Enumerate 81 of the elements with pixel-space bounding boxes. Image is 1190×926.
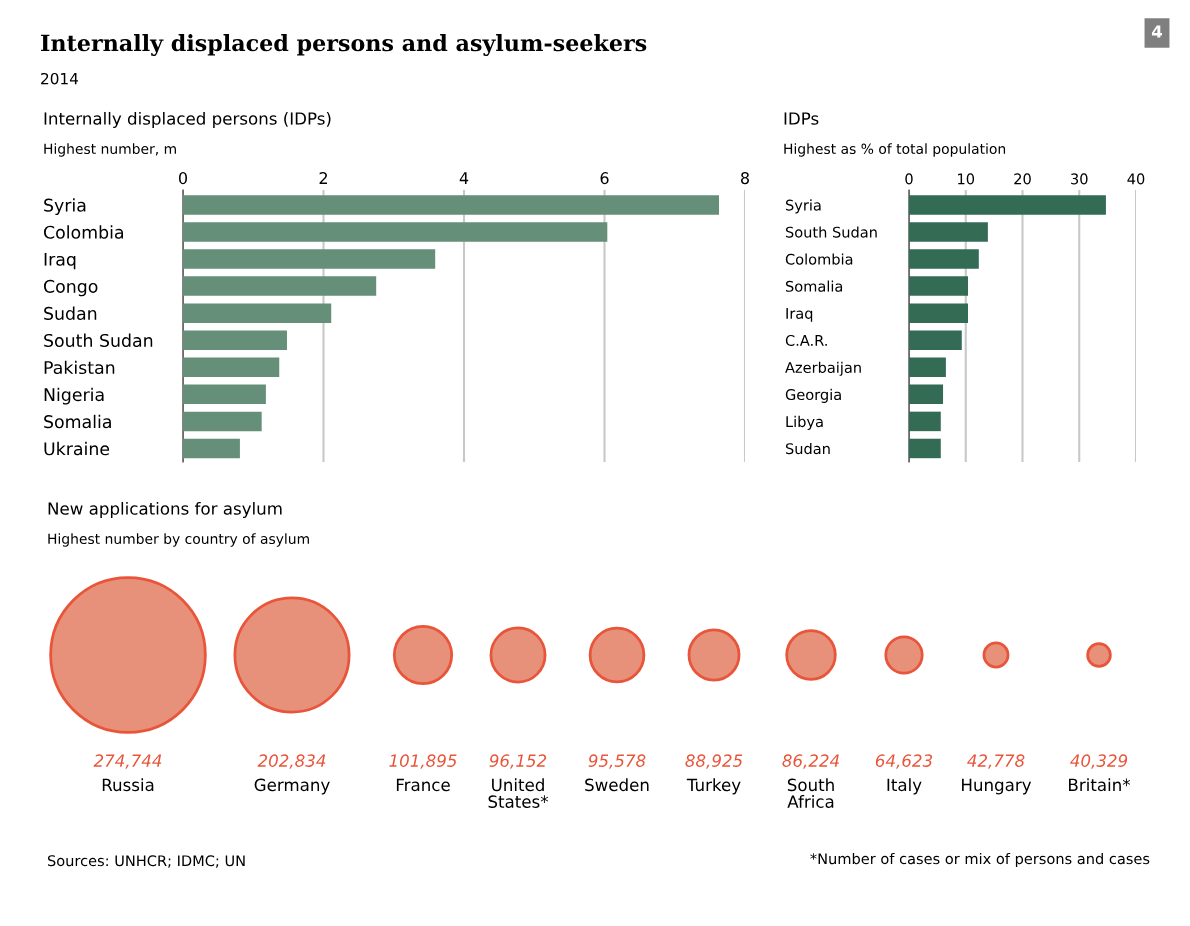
data-label: 64,623 <box>875 754 933 769</box>
y-tick-label: South Sudan <box>785 226 877 238</box>
bar <box>909 357 946 378</box>
category-label: Hungary <box>962 778 1032 795</box>
y-tick-label: Congo <box>43 279 98 297</box>
bar <box>183 357 280 378</box>
bar <box>909 303 969 323</box>
bar <box>183 195 720 215</box>
x-tick-label: 30 <box>1071 173 1088 185</box>
y-tick-label: Ukraine <box>44 441 110 456</box>
x-tick-label: 10 <box>958 173 975 185</box>
x-tick-label: 40 <box>1127 173 1145 185</box>
category-label: France <box>396 778 450 792</box>
y-tick-label: Georgia <box>785 388 841 403</box>
x-tick-label: 8 <box>741 172 749 185</box>
data-label: 274,744 <box>93 754 162 769</box>
bar <box>183 222 608 242</box>
x-tick-label: 20 <box>1014 173 1031 185</box>
bar <box>183 276 377 296</box>
text: 2014 <box>41 72 79 85</box>
y-tick-label: South Sudan <box>44 333 153 348</box>
data-label: 40,329 <box>1070 754 1128 769</box>
text: 4 <box>1151 25 1163 38</box>
text: *Number of cases or mix of persons and cases <box>810 852 1150 868</box>
chart-subtitle: Highest as % of total population <box>784 143 1006 157</box>
category-label: United States* <box>488 778 549 808</box>
bar <box>909 276 969 296</box>
data-label: 95,578 <box>588 754 646 769</box>
bar <box>183 438 240 459</box>
data-label: 88,925 <box>685 754 743 769</box>
y-tick-label: Nigeria <box>44 387 104 405</box>
y-tick-label: Colombia <box>785 253 853 265</box>
y-tick-label: Sudan <box>44 306 97 320</box>
y-tick-label: C.A.R. <box>785 334 827 346</box>
bar <box>909 222 988 242</box>
y-tick-label: Syria <box>785 199 821 214</box>
bar <box>909 438 941 459</box>
text: New applications for asylum <box>48 501 282 519</box>
y-tick-label: Pakistan <box>44 360 115 375</box>
y-tick-label: Colombia <box>43 225 124 239</box>
x-tick-label: 4 <box>459 172 469 184</box>
category-label: Russia <box>102 778 154 792</box>
chart-subtitle: Highest number, m <box>44 143 176 157</box>
text: Highest number by country of asylum <box>48 533 309 547</box>
y-tick-label: Iraq <box>44 252 76 270</box>
y-tick-label: Somalia <box>44 414 111 429</box>
data-label: 202,834 <box>257 754 326 769</box>
category-label: Britain* <box>1069 778 1131 792</box>
y-tick-label: Iraq <box>786 308 813 322</box>
source-note: Sources: UNHCR; IDMC; UN <box>47 855 245 868</box>
category-label: Germany <box>254 778 330 795</box>
category-label: South Africa <box>787 778 834 808</box>
x-tick-label: 0 <box>178 172 188 185</box>
x-tick-label: 2 <box>319 172 327 184</box>
chart-title: IDPs <box>784 112 819 125</box>
data-label: 42,778 <box>967 754 1025 769</box>
bar <box>909 384 944 405</box>
data-label: 96,152 <box>489 754 547 769</box>
category-label: Sweden <box>585 778 649 792</box>
bar <box>183 384 266 405</box>
bar <box>183 303 332 323</box>
text: Internally displaced persons and asylum-seekers <box>41 34 647 56</box>
bar <box>909 411 941 432</box>
bar <box>909 195 1106 215</box>
y-tick-label: Azerbaijan <box>785 361 861 376</box>
y-tick-label: Syria <box>44 198 86 216</box>
data-label: 101,895 <box>389 754 457 769</box>
bar <box>183 249 436 269</box>
x-tick-label: 0 <box>905 173 913 185</box>
data-label: 86,224 <box>782 754 839 769</box>
y-tick-label: Sudan <box>785 442 830 455</box>
category-label: Turkey <box>686 778 741 795</box>
category-label: Italy <box>887 778 922 795</box>
bar <box>909 330 962 350</box>
bar <box>183 330 287 350</box>
chart-title: Internally displaced persons (IDPs) <box>44 111 331 129</box>
x-tick-label: 6 <box>600 172 609 185</box>
y-tick-label: Libya <box>786 415 823 430</box>
bar <box>183 411 262 432</box>
y-tick-label: Somalia <box>785 280 843 292</box>
bar <box>909 249 979 269</box>
